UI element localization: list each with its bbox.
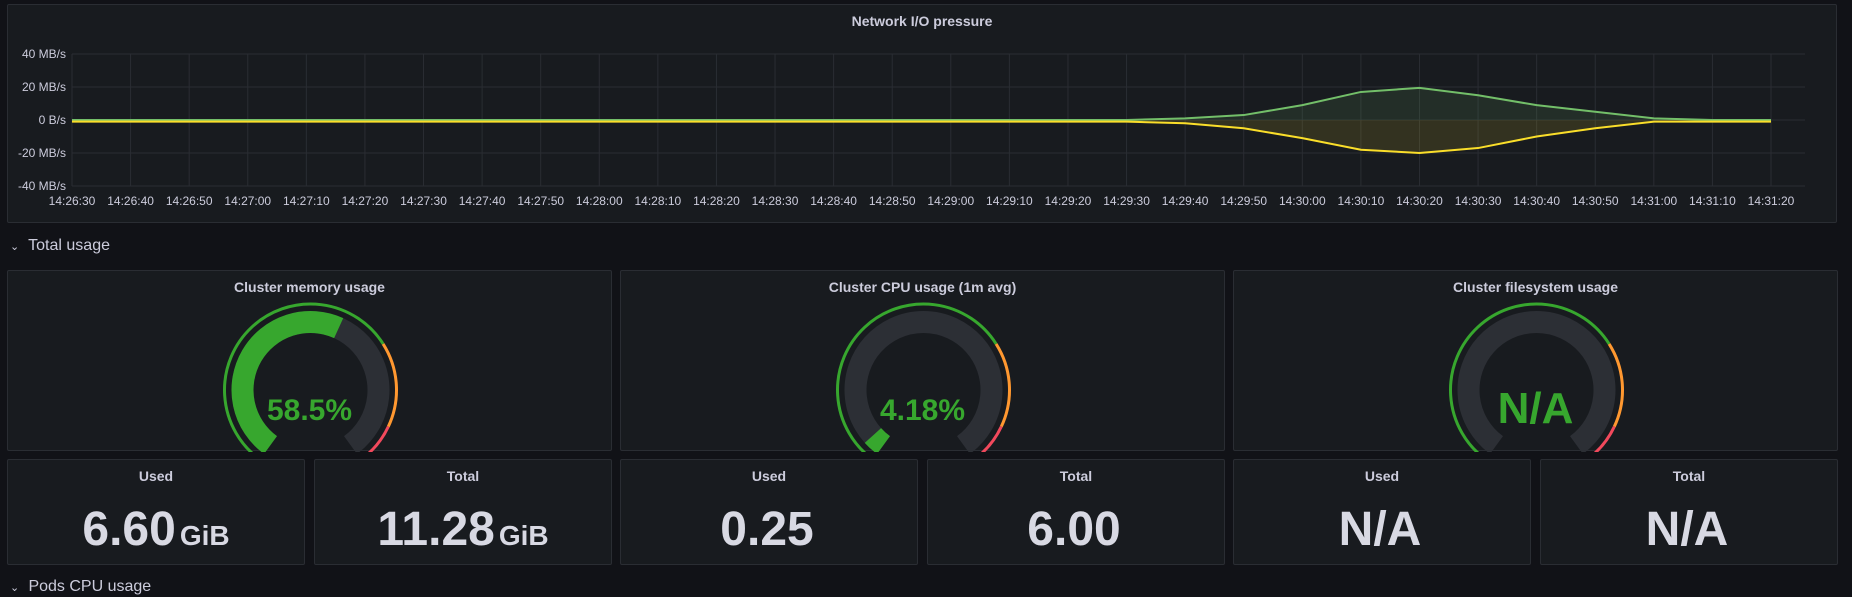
stat-value: N/A	[1234, 502, 1530, 557]
stat-number: 0.25	[720, 503, 814, 556]
threshold-band-green	[1449, 302, 1611, 452]
x-tick-label: 14:29:10	[986, 194, 1033, 208]
threshold-band-red	[367, 425, 390, 452]
network-io-chart: 40 MB/s20 MB/s0 B/s-20 MB/s-40 MB/s14:26…	[18, 47, 1805, 208]
x-tick-label: 14:29:00	[927, 194, 974, 208]
x-tick-label: 14:26:50	[166, 194, 213, 208]
panel-title[interactable]: Used	[751, 468, 787, 484]
threshold-band-red	[1593, 425, 1616, 452]
threshold-band-red	[980, 425, 1003, 452]
threshold-band-orange	[1607, 343, 1624, 428]
stat-unit: GiB	[179, 520, 230, 551]
gauge-value: 58.5%	[266, 394, 353, 427]
stat-value: N/A	[1541, 502, 1837, 557]
gauge-value: N/A	[1497, 384, 1574, 433]
x-tick-label: 14:26:30	[49, 194, 96, 208]
x-tick-label: 14:30:20	[1396, 194, 1443, 208]
stat-panel-filesystem-used: Used N/A	[1233, 459, 1531, 565]
x-tick-label: 14:28:00	[576, 194, 623, 208]
stat-number: 11.28	[377, 503, 495, 556]
x-tick-label: 14:31:20	[1748, 194, 1795, 208]
chevron-down-icon: ⌄	[10, 582, 20, 594]
row-title: Pods CPU usage	[28, 578, 152, 595]
row-header-total-usage[interactable]: ⌄ Total usage	[10, 237, 110, 255]
panel-title[interactable]: Cluster CPU usage (1m avg)	[828, 279, 1017, 295]
stat-value: 6.60 GiB	[8, 502, 304, 557]
stat-value: 6.00	[928, 502, 1224, 557]
x-tick-label: 14:27:10	[283, 194, 330, 208]
x-tick-label: 14:30:30	[1455, 194, 1502, 208]
x-tick-label: 14:27:00	[224, 194, 271, 208]
x-tick-label: 14:26:40	[107, 194, 154, 208]
stat-panel-memory-used: Used 6.60 GiB	[7, 459, 305, 565]
stat-panel-cpu-total: Total 6.00	[927, 459, 1225, 565]
x-tick-label: 14:29:40	[1162, 194, 1209, 208]
panel-title[interactable]: Used	[1364, 468, 1400, 484]
stat-panel-filesystem-total: Total N/A	[1540, 459, 1838, 565]
x-tick-label: 14:28:50	[869, 194, 916, 208]
gauge-filesystem	[1449, 302, 1624, 452]
x-tick-label: 14:29:50	[1220, 194, 1267, 208]
gauge-track	[1457, 311, 1616, 452]
threshold-band-orange	[994, 343, 1011, 428]
threshold-band-green	[836, 302, 998, 452]
x-tick-label: 14:27:40	[459, 194, 506, 208]
series-line-1	[72, 120, 1771, 155]
row-header-pods-cpu-usage[interactable]: ⌄ Pods CPU usage	[10, 578, 151, 596]
chevron-down-icon: ⌄	[10, 241, 20, 253]
threshold-band-orange	[381, 343, 398, 428]
x-tick-label: 14:28:20	[693, 194, 740, 208]
stat-number: 6.00	[1027, 503, 1121, 556]
panel-title[interactable]: Cluster filesystem usage	[1453, 279, 1618, 295]
y-tick-label: -20 MB/s	[18, 146, 66, 160]
threshold-band-green	[223, 302, 385, 452]
x-tick-label: 14:29:20	[1045, 194, 1092, 208]
stat-unit: GiB	[498, 520, 549, 551]
stat-panel-cpu-used: Used 0.25	[620, 459, 918, 565]
panel-title[interactable]: Network I/O pressure	[851, 13, 993, 29]
x-tick-label: 14:30:50	[1572, 194, 1619, 208]
stat-value: 11.28 GiB	[315, 502, 611, 557]
gauge-fill	[231, 311, 344, 452]
series-area-1	[72, 120, 1771, 153]
panel-title[interactable]: Used	[138, 468, 174, 484]
x-tick-label: 14:29:30	[1103, 194, 1150, 208]
y-tick-label: 20 MB/s	[22, 80, 66, 94]
network-io-panel: Network I/O pressure 40 MB/s 20 MB/s 0 B/s…	[7, 4, 1837, 223]
series-line-0	[72, 86, 1771, 121]
x-tick-label: 14:30:10	[1338, 194, 1385, 208]
x-tick-label: 14:30:00	[1279, 194, 1326, 208]
x-tick-label: 14:27:20	[342, 194, 389, 208]
row-title: Total usage	[28, 237, 110, 254]
stat-number: N/A	[1338, 503, 1422, 556]
gauge-cpu	[836, 302, 1011, 452]
gauge-track	[844, 311, 1003, 452]
gauge-panel-cpu: Cluster CPU usage (1m avg) 4.18%	[620, 270, 1225, 452]
panel-title[interactable]: Total	[446, 468, 480, 484]
y-tick-label: 40 MB/s	[22, 47, 66, 61]
x-tick-label: 14:28:40	[810, 194, 857, 208]
x-tick-label: 14:31:10	[1689, 194, 1736, 208]
panel-title[interactable]: Total	[1059, 468, 1093, 484]
gauge-fill	[864, 427, 891, 452]
panel-title[interactable]: Cluster memory usage	[234, 279, 385, 295]
gauge-value: 4.18%	[879, 394, 966, 427]
x-tick-label: 14:28:10	[635, 194, 682, 208]
x-tick-label: 14:30:40	[1513, 194, 1560, 208]
y-tick-label: 0 B/s	[39, 113, 66, 127]
stat-number: N/A	[1645, 503, 1729, 556]
gauge-panel-filesystem: Cluster filesystem usage N/A	[1233, 270, 1838, 452]
gauge-panel-memory: Cluster memory usage 58.5%	[7, 270, 612, 452]
stat-number: 6.60	[82, 503, 176, 556]
x-tick-label: 14:27:30	[400, 194, 447, 208]
gauge-memory	[223, 302, 398, 452]
stat-value: 0.25	[621, 502, 917, 557]
x-tick-label: 14:28:30	[752, 194, 799, 208]
series-area-0	[72, 87, 1771, 120]
stat-panel-memory-total: Total 11.28 GiB	[314, 459, 612, 565]
x-tick-label: 14:31:00	[1630, 194, 1677, 208]
y-tick-label: -40 MB/s	[18, 179, 66, 193]
panel-title[interactable]: Total	[1672, 468, 1706, 484]
x-tick-label: 14:27:50	[517, 194, 564, 208]
